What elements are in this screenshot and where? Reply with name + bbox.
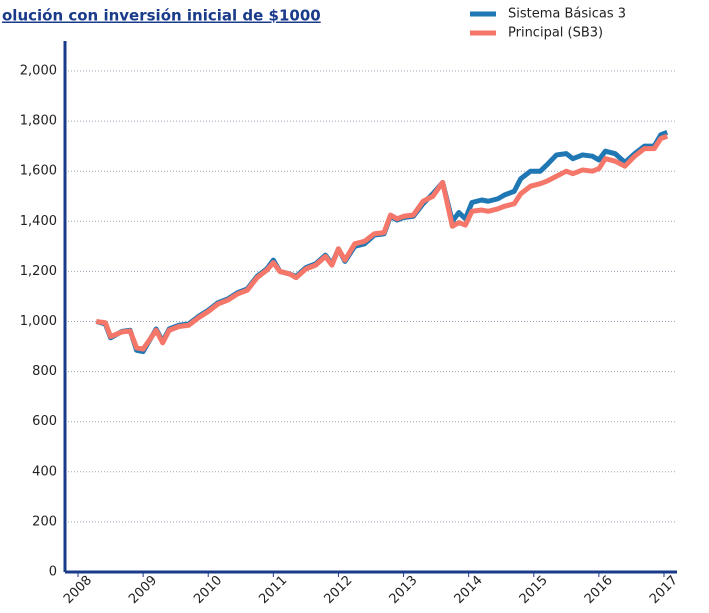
legend-label: Principal (SB3) (508, 26, 603, 41)
y-tick-label: 200 (32, 514, 57, 529)
y-tick-label: 1,600 (20, 164, 57, 179)
y-tick-label: 1,400 (20, 214, 57, 229)
y-tick-label: 1,800 (20, 114, 57, 129)
y-tick-label: 1,000 (20, 314, 57, 329)
x-tick-label: 2013 (387, 573, 421, 607)
series-line (95, 133, 669, 352)
y-tick-label: 400 (32, 464, 57, 479)
series-line (95, 130, 669, 355)
legend-label: Sistema Básicas 3 (508, 7, 626, 22)
x-tick-label: 2014 (452, 573, 486, 607)
y-tick-label: 1,200 (20, 264, 57, 279)
x-tick-label: 2010 (191, 573, 225, 607)
chart-title: olución con inversión inicial de $1000 (2, 7, 321, 25)
y-tick-label: 800 (32, 364, 57, 379)
x-tick-label: 2009 (126, 573, 160, 607)
x-tick-label: 2012 (321, 573, 355, 607)
x-tick-label: 2017 (647, 573, 681, 607)
y-tick-label: 600 (32, 414, 57, 429)
y-tick-label: 2,000 (20, 64, 57, 79)
x-tick-label: 2008 (61, 573, 95, 607)
x-tick-label: 2011 (256, 573, 290, 607)
y-tick-label: 0 (49, 565, 57, 580)
x-tick-label: 2015 (517, 573, 551, 607)
x-tick-label: 2016 (582, 573, 616, 607)
